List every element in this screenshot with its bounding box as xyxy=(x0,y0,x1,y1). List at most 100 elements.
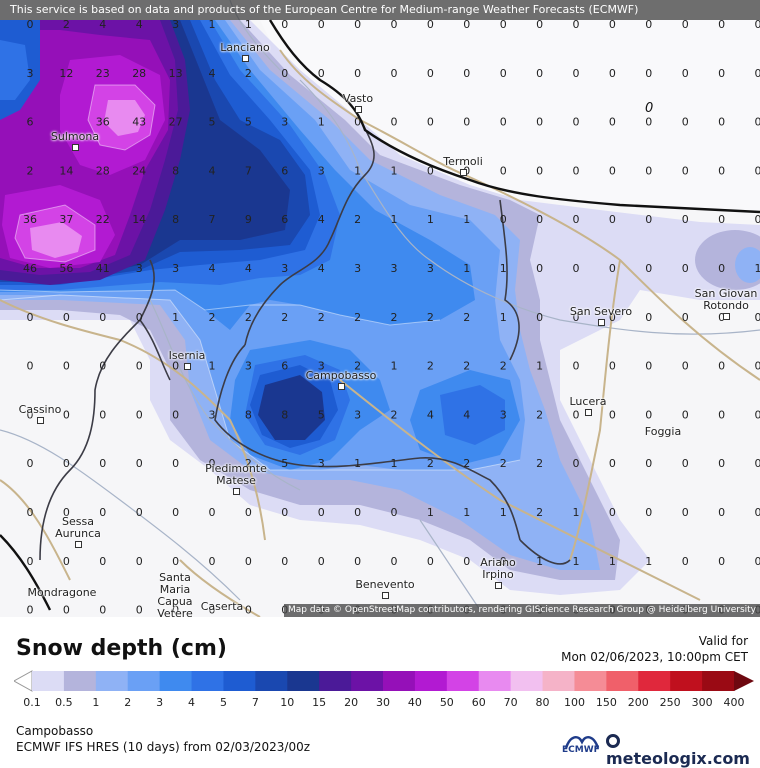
grid-value: 0 xyxy=(245,506,252,519)
grid-value: 23 xyxy=(96,67,110,80)
snow-depth-map[interactable]: 0244311000000000000000312232813420000000… xyxy=(0,0,760,617)
grid-value: 2 xyxy=(427,457,434,470)
grid-value: 0 xyxy=(645,360,652,373)
grid-value: 0 xyxy=(27,311,34,324)
grid-value: 36 xyxy=(96,116,110,129)
grid-value: 0 xyxy=(645,457,652,470)
grid-value: 6 xyxy=(27,116,34,129)
grid-value: 1 xyxy=(354,164,361,177)
grid-value: 0 xyxy=(27,555,34,568)
grid-value: 0 xyxy=(682,555,689,568)
grid-value: 3 xyxy=(427,262,434,275)
grid-value: 1 xyxy=(609,555,616,568)
grid-value: 8 xyxy=(172,213,179,226)
grid-value: 0 xyxy=(755,164,760,177)
meteologix-logo[interactable]: meteologix.com xyxy=(606,730,760,768)
valid-for-label: Valid for xyxy=(699,634,748,648)
city-label-ariano-irpino: Ariano Irpino xyxy=(480,557,516,581)
grid-value: 0 xyxy=(209,555,216,568)
colorbar-swatch xyxy=(319,671,351,691)
colorbar-min-arrow xyxy=(14,671,32,691)
location-name: Campobasso xyxy=(16,724,93,738)
grid-value: 2 xyxy=(27,164,34,177)
attribution-bottom: Map data © OpenStreetMap contributors, r… xyxy=(284,604,760,617)
colorbar-swatch xyxy=(415,671,447,691)
colorbar-tick-label: 0.5 xyxy=(55,696,73,709)
grid-value: 0 xyxy=(99,360,106,373)
colorbar-swatch xyxy=(223,671,255,691)
city-marker xyxy=(382,592,389,599)
grid-value: 1 xyxy=(463,262,470,275)
ecmwf-brand: ECMWF xyxy=(562,745,600,755)
colorbar-swatch xyxy=(64,671,96,691)
map-canvas: 0244311000000000000000312232813420000000… xyxy=(0,0,760,617)
colorbar-swatch xyxy=(287,671,319,691)
grid-value: 0 xyxy=(281,555,288,568)
grid-value: 0 xyxy=(573,360,580,373)
grid-value: 0 xyxy=(645,311,652,324)
grid-value: 0 xyxy=(63,457,70,470)
colorbar-tick-label: 7 xyxy=(252,696,259,709)
colorbar-swatch xyxy=(96,671,128,691)
grid-value: 0 xyxy=(245,555,252,568)
grid-value: 0 xyxy=(427,116,434,129)
grid-value: 4 xyxy=(318,213,325,226)
grid-value: 0 xyxy=(354,116,361,129)
grid-value: 2 xyxy=(318,311,325,324)
colorbar-tick-label: 50 xyxy=(440,696,454,709)
grid-value: 37 xyxy=(59,213,73,226)
grid-value: 2 xyxy=(281,311,288,324)
colorbar-swatch xyxy=(192,671,224,691)
grid-value: 0 xyxy=(99,408,106,421)
grid-value: 1 xyxy=(391,457,398,470)
city-label-caserta: Caserta xyxy=(201,601,244,613)
grid-value: 7 xyxy=(245,164,252,177)
grid-value: 0 xyxy=(463,116,470,129)
grid-value: 3 xyxy=(354,262,361,275)
colorbar-swatch xyxy=(351,671,383,691)
colorbar-tick-label: 150 xyxy=(596,696,617,709)
grid-value: 3 xyxy=(245,360,252,373)
grid-value: 4 xyxy=(209,67,216,80)
grid-value: 0 xyxy=(645,164,652,177)
grid-value: 5 xyxy=(318,408,325,421)
colorbar-swatch xyxy=(255,671,287,691)
colorbar-swatch xyxy=(383,671,415,691)
city-label-vasto: Vasto xyxy=(343,93,373,105)
grid-value: 6 xyxy=(281,164,288,177)
grid-value: 0 xyxy=(136,311,143,324)
city-marker xyxy=(37,417,44,424)
grid-value: 0 xyxy=(536,213,543,226)
grid-value: 4 xyxy=(427,408,434,421)
city-marker xyxy=(233,488,240,495)
city-label-termoli: Termoli xyxy=(443,156,483,168)
grid-value: 5 xyxy=(209,116,216,129)
grid-value: 2 xyxy=(463,360,470,373)
grid-value: 1 xyxy=(536,555,543,568)
grid-value: 0 xyxy=(136,555,143,568)
colorbar-tick-label: 300 xyxy=(692,696,713,709)
grid-value: 0 xyxy=(755,457,760,470)
grid-value: 6 xyxy=(281,213,288,226)
grid-value: 28 xyxy=(96,164,110,177)
grid-value: 1 xyxy=(427,213,434,226)
grid-value: 0 xyxy=(391,116,398,129)
grid-value: 0 xyxy=(536,164,543,177)
colorbar-tick-label: 250 xyxy=(660,696,681,709)
grid-value: 2 xyxy=(391,311,398,324)
city-marker xyxy=(338,383,345,390)
grid-value: 0 xyxy=(718,213,725,226)
grid-value: 27 xyxy=(169,116,183,129)
colorbar-swatch xyxy=(32,671,64,691)
grid-value: 4 xyxy=(245,262,252,275)
grid-value: 8 xyxy=(245,408,252,421)
grid-value: 0 xyxy=(136,408,143,421)
grid-value: 0 xyxy=(99,555,106,568)
grid-value: 0 xyxy=(645,408,652,421)
grid-value: 0 xyxy=(427,555,434,568)
grid-value: 0 xyxy=(172,457,179,470)
city-label-mondragone: Mondragone xyxy=(28,587,97,599)
meteologix-mark-icon xyxy=(606,734,620,748)
grid-value: 3 xyxy=(172,262,179,275)
grid-value: 0 xyxy=(573,67,580,80)
